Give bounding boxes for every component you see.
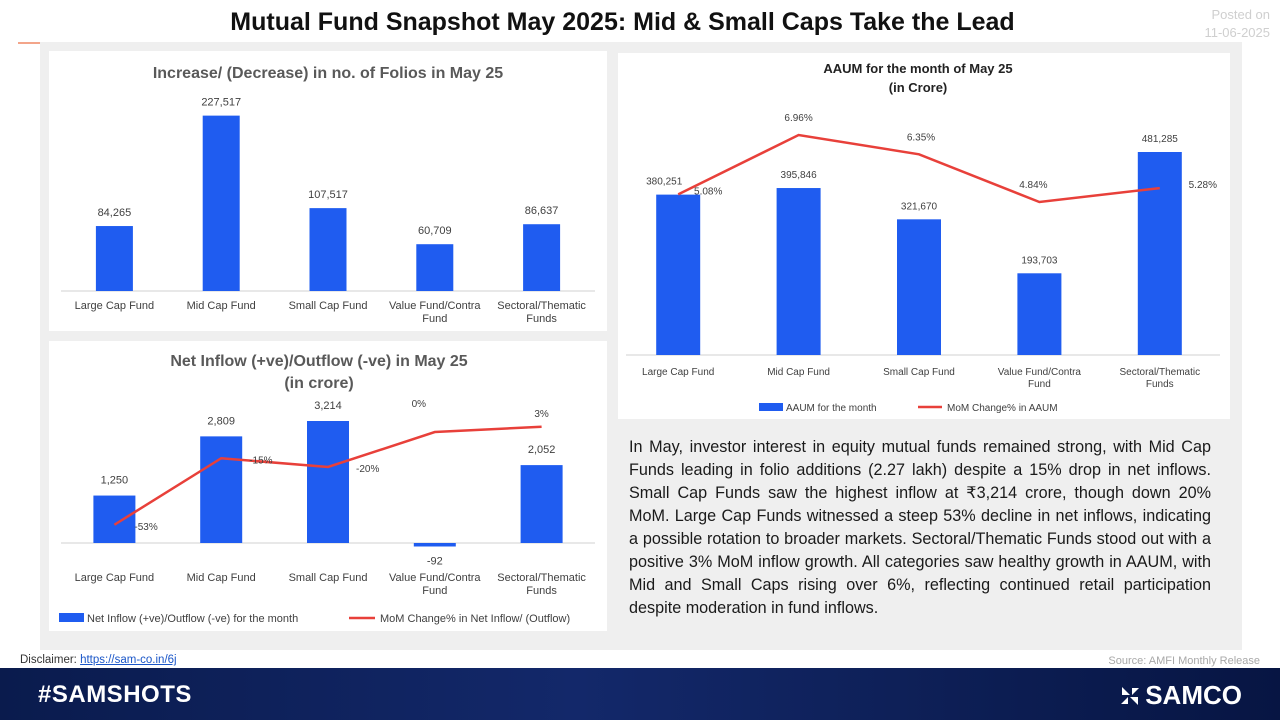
bar-value-label: 481,285: [1142, 134, 1179, 145]
brand-logo: SAMCO: [1119, 680, 1242, 711]
bar-value-label: 380,251: [646, 177, 683, 188]
bar-value-label: 107,517: [308, 189, 348, 201]
posted-label: Posted on: [1211, 7, 1270, 22]
net-inflow-bar: [307, 421, 349, 543]
aaum-bar: [897, 219, 941, 355]
legend-bar-label: AAUM for the month: [786, 403, 877, 414]
category-label: Value Fund/Contra Fund: [998, 367, 1082, 390]
posted-date: Posted on 11-06-2025: [1204, 6, 1270, 42]
disclaimer-label: Disclaimer:: [20, 654, 77, 666]
category-label: Large Cap Fund: [642, 367, 714, 378]
net-inflow-chart-card: Net Inflow (+ve)/Outflow (-ve) in May 25…: [49, 341, 607, 631]
line-value-label: -15%: [249, 455, 272, 466]
category-label: Mid Cap Fund: [187, 572, 256, 584]
legend-bar-swatch: [59, 613, 84, 622]
category-label: Sectoral/Thematic Funds: [497, 572, 586, 597]
category-label: Mid Cap Fund: [187, 300, 256, 312]
line-value-label: 4.84%: [1019, 180, 1047, 191]
line-value-label: 0%: [412, 399, 427, 410]
bar-value-label: 2,052: [528, 444, 556, 456]
aaum-bar: [656, 194, 701, 355]
chart-title: Increase/ (Decrease) in no. of Folios in…: [153, 65, 503, 82]
line-value-label: 5.28%: [1189, 180, 1217, 191]
chart-subtitle: (in Crore): [889, 80, 948, 95]
posted-date-value: 11-06-2025: [1204, 25, 1270, 40]
category-label: Value Fund/Contra Fund: [389, 300, 481, 325]
bar-value-label: 395,846: [781, 170, 818, 181]
category-label: Small Cap Fund: [289, 300, 368, 312]
line-value-label: 6.35%: [907, 132, 935, 143]
bar-value-label: 86,637: [525, 205, 559, 217]
bar-value-label: 3,214: [314, 400, 342, 412]
folio-bar: [523, 224, 561, 291]
category-label: Sectoral/Thematic Funds: [497, 300, 586, 325]
legend-bar-label: Net Inflow (+ve)/Outflow (-ve) for the m…: [87, 613, 298, 625]
bar-value-label: 1,250: [101, 475, 129, 487]
chart-title: Net Inflow (+ve)/Outflow (-ve) in May 25: [170, 353, 467, 370]
page-title: Mutual Fund Snapshot May 2025: Mid & Sma…: [230, 8, 1015, 36]
line-value-label: -20%: [356, 464, 379, 475]
bar-value-label: 2,809: [207, 415, 235, 427]
line-value-label: 5.08%: [694, 186, 722, 197]
line-value-label: 6.96%: [784, 113, 812, 124]
category-label: Large Cap Fund: [75, 572, 155, 584]
source-note: Source: AMFI Monthly Release: [1108, 655, 1260, 667]
hashtag-label: #SAMSHOTS: [38, 681, 192, 708]
disclaimer-link[interactable]: https://sam-co.in/6j: [80, 654, 177, 666]
line-value-label: -53%: [134, 522, 157, 533]
commentary-text: In May, investor interest in equity mutu…: [629, 438, 1211, 617]
chart-subtitle: (in crore): [284, 375, 353, 392]
line-value-label: 3%: [534, 409, 549, 420]
bar-value-label: -92: [427, 555, 443, 567]
category-label: Value Fund/Contra Fund: [389, 572, 481, 597]
folios-chart-card: Increase/ (Decrease) in no. of Folios in…: [49, 51, 607, 331]
category-label: Large Cap Fund: [75, 300, 155, 312]
net-inflow-chart: Net Inflow (+ve)/Outflow (-ve) in May 25…: [59, 353, 595, 625]
samco-logo-icon: [1121, 686, 1140, 705]
folio-bar: [416, 244, 454, 291]
category-label: Small Cap Fund: [883, 367, 955, 378]
brand-name: SAMCO: [1145, 680, 1242, 710]
chart-title: AAUM for the month of May 25: [823, 61, 1012, 76]
net-inflow-bar: [200, 436, 243, 543]
folio-bar: [95, 226, 133, 291]
legend-bar-swatch: [759, 403, 783, 411]
net-inflow-bar: [93, 495, 136, 543]
bar-value-label: 60,709: [418, 225, 452, 237]
mom-change-line: [677, 133, 1160, 204]
net-inflow-bar: [413, 543, 456, 547]
disclaimer: Disclaimer: https://sam-co.in/6j: [20, 654, 177, 666]
mom-change-line: [113, 425, 542, 526]
aaum-chart-card: AAUM for the month of May 25 (in Crore) 38…: [618, 53, 1230, 419]
folio-bar: [202, 115, 240, 291]
folio-bar: [309, 208, 347, 291]
net-inflow-bar: [520, 465, 563, 543]
bar-value-label: 84,265: [98, 207, 132, 219]
bar-value-label: 227,517: [201, 97, 241, 109]
bar-value-label: 321,670: [901, 201, 938, 212]
category-label: Mid Cap Fund: [767, 367, 830, 378]
aaum-bar: [1017, 273, 1062, 355]
bar-value-label: 193,703: [1021, 255, 1058, 266]
folios-chart: Increase/ (Decrease) in no. of Folios in…: [61, 65, 595, 325]
aaum-bar: [776, 188, 821, 355]
aaum-bar: [1137, 152, 1182, 355]
category-label: Small Cap Fund: [289, 572, 368, 584]
legend-line-label: MoM Change% in Net Inflow/ (Outflow): [380, 613, 570, 625]
category-label: Sectoral/Thematic Funds: [1120, 367, 1201, 390]
footer-bar: #SAMSHOTS SAMCO: [0, 668, 1280, 720]
legend-line-label: MoM Change% in AAUM: [947, 403, 1058, 414]
aaum-chart: AAUM for the month of May 25 (in Crore) 38…: [626, 61, 1220, 414]
